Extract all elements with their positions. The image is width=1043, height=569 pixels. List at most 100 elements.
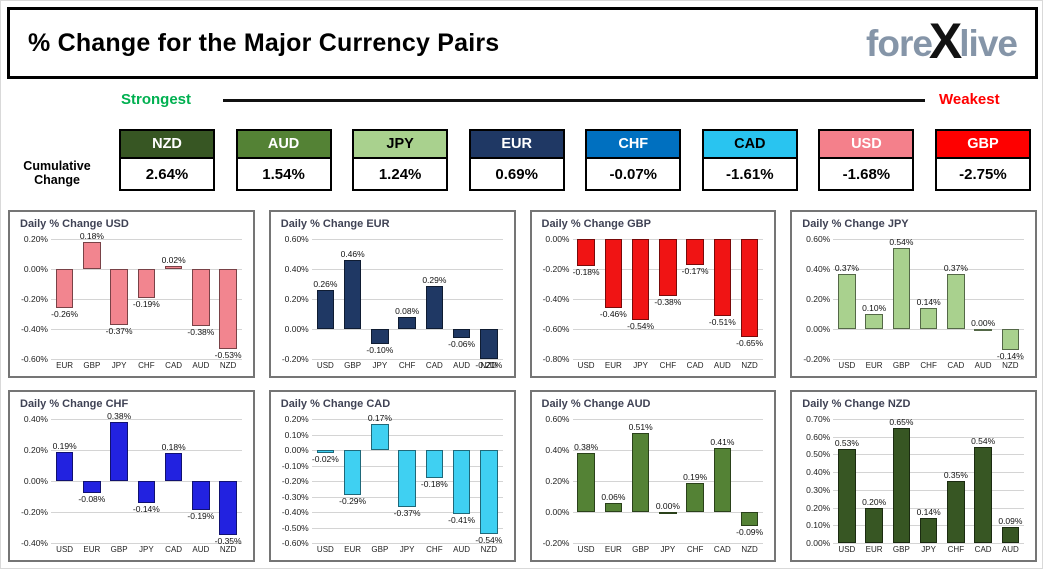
bar-aud [974, 329, 992, 331]
bar-value-label: 0.14% [916, 507, 941, 518]
bar-eur [865, 507, 883, 543]
chart-panel-jpy: Daily % Change JPY 0.60% 0.40% 0.20% 0.00% -… [790, 210, 1037, 378]
y-tick-label: 0.20% [284, 414, 309, 424]
bar-value-label: -0.37% [393, 508, 421, 519]
x-category-label: AUD [453, 361, 471, 370]
bar-eur [83, 481, 101, 494]
y-tick-label: -0.60% [281, 538, 309, 548]
bar-chf [659, 239, 677, 296]
bar-value-label: 0.37% [943, 262, 968, 273]
bar-value-label: 0.37% [834, 262, 859, 273]
gridline [572, 329, 764, 330]
bar-value-label: 0.41% [710, 437, 735, 448]
y-axis: 0.70% 0.60% 0.50% 0.40% 0.30% 0.20% 0.10% 0.00% [795, 414, 833, 548]
bar-value-label: -0.20% [475, 360, 503, 370]
bar-cad [974, 447, 992, 543]
bar-value-label: 0.17% [367, 412, 392, 423]
bar-usd [838, 273, 856, 329]
bar-value-label: 0.18% [79, 231, 104, 241]
x-category-label: EUR [56, 361, 74, 370]
currency-code: NZD [119, 129, 215, 159]
x-category-label: EUR [344, 545, 362, 554]
x-axis: USD EUR GBP JPY CHF CAD NZD [573, 545, 764, 557]
bar-nzd [480, 329, 498, 359]
plot-area: 0.00% -0.20% -0.40% -0.60% -0.80% -0.18% -0.4… [535, 234, 770, 364]
y-tick-label: 0.20% [806, 502, 831, 513]
y-tick-label: -0.40% [21, 324, 48, 334]
x-axis: USD EUR GBP JPY CHF CAD AUD [833, 545, 1024, 557]
currency-box-jpy: JPY 1.24% [352, 129, 449, 191]
currency-box-chf: CHF -0.07% [585, 129, 682, 191]
x-category-label: CAD [974, 545, 992, 554]
logo-x-mark: X [928, 13, 963, 69]
y-tick-label: -0.50% [281, 522, 309, 533]
chart-title: Daily % Change CAD [280, 398, 391, 410]
plot: -0.02% -0.29% 0.17% -0.37% -0.18% -0.41% -0.54… [311, 413, 503, 545]
y-axis: 0.60% 0.40% 0.20% 0.00% -0.20% [535, 414, 573, 548]
y-tick-label: -0.40% [542, 294, 570, 304]
gridline [311, 359, 503, 360]
y-tick-label: -0.20% [542, 264, 570, 274]
x-category-label: CHF [659, 361, 677, 370]
x-category-label: AUD [974, 361, 992, 370]
chart-panel-gbp: Daily % Change GBP 0.00% -0.20% -0.40% -0.6… [529, 210, 777, 378]
x-category-label: EUR [865, 361, 883, 370]
bar-value-label: 0.38% [107, 411, 132, 422]
x-category-label: JPY [399, 545, 415, 554]
plot: -0.26% 0.18% -0.37% -0.19% 0.02% -0.38% -0.53% [51, 231, 242, 360]
x-category-label: CAD [947, 361, 965, 370]
chart-panel-chf: Daily % Change CHF 0.40% 0.20% 0.00% -0.20%… [8, 390, 255, 562]
bar-value-label: -0.53% [214, 349, 242, 360]
x-category-label: GBP [344, 361, 362, 370]
bar-value-label: 0.08% [395, 306, 420, 316]
x-category-label: AUD [192, 545, 210, 554]
bar-aud [713, 239, 732, 316]
forexlive-logo: fore X live [866, 13, 1018, 69]
bar-jpy [659, 512, 677, 514]
bar-cad [947, 273, 965, 329]
currency-box-nzd: NZD 2.64% [119, 129, 215, 191]
bar-value-label: 0.09% [998, 516, 1023, 527]
gridline [311, 299, 503, 300]
gridline [51, 419, 242, 420]
currency-cumulative-value: 2.64% [119, 159, 215, 191]
y-tick-label: -0.40% [21, 538, 48, 548]
currency-code: JPY [352, 129, 449, 159]
x-category-label: GBP [371, 545, 389, 554]
bar-cad [425, 285, 444, 329]
y-tick-label: -0.20% [542, 538, 570, 548]
y-tick-label: -0.20% [21, 507, 48, 517]
logo-text-fore: fore [866, 22, 933, 64]
bar-nzd [740, 239, 759, 337]
bar-value-label: -0.14% [132, 503, 160, 514]
currency-code: GBP [934, 129, 1031, 159]
bar-usd [316, 450, 335, 454]
y-axis: 0.20% 0.00% -0.20% -0.40% -0.60% [13, 234, 51, 364]
y-tick-label: 0.30% [806, 484, 831, 495]
bar-gbp [343, 260, 362, 329]
x-category-label: USD [56, 545, 74, 554]
x-category-label: NZD [1002, 361, 1019, 370]
y-tick-label: -0.20% [281, 354, 309, 364]
currency-cumulative-value: -1.61% [701, 159, 798, 191]
y-tick-label: 0.20% [284, 294, 309, 304]
bar-eur [604, 502, 623, 512]
plot: 0.26% 0.46% -0.10% 0.08% 0.29% -0.06% -0.20% [311, 239, 503, 370]
y-tick-label: -0.10% [281, 460, 309, 471]
bar-eur [343, 450, 362, 495]
y-axis: 0.60% 0.40% 0.20% 0.00% -0.20% [274, 234, 312, 364]
bar-value-label: -0.17% [681, 265, 709, 276]
bar-nzd [480, 450, 498, 534]
x-category-label: CAD [425, 361, 443, 370]
gridline [51, 299, 242, 300]
y-tick-label: 0.00% [806, 324, 831, 334]
plot: -0.18% -0.46% -0.54% -0.38% -0.17% -0.51% -0.6… [572, 239, 764, 360]
bar-value-label: 0.54% [971, 436, 996, 447]
bar-usd [838, 449, 856, 543]
currency-code: AUD [235, 129, 332, 159]
bar-chf [425, 450, 444, 478]
bar-eur [55, 269, 74, 308]
bar-value-label: 0.00% [655, 501, 680, 511]
y-tick-label: 0.40% [23, 414, 48, 424]
bar-jpy [110, 269, 128, 325]
